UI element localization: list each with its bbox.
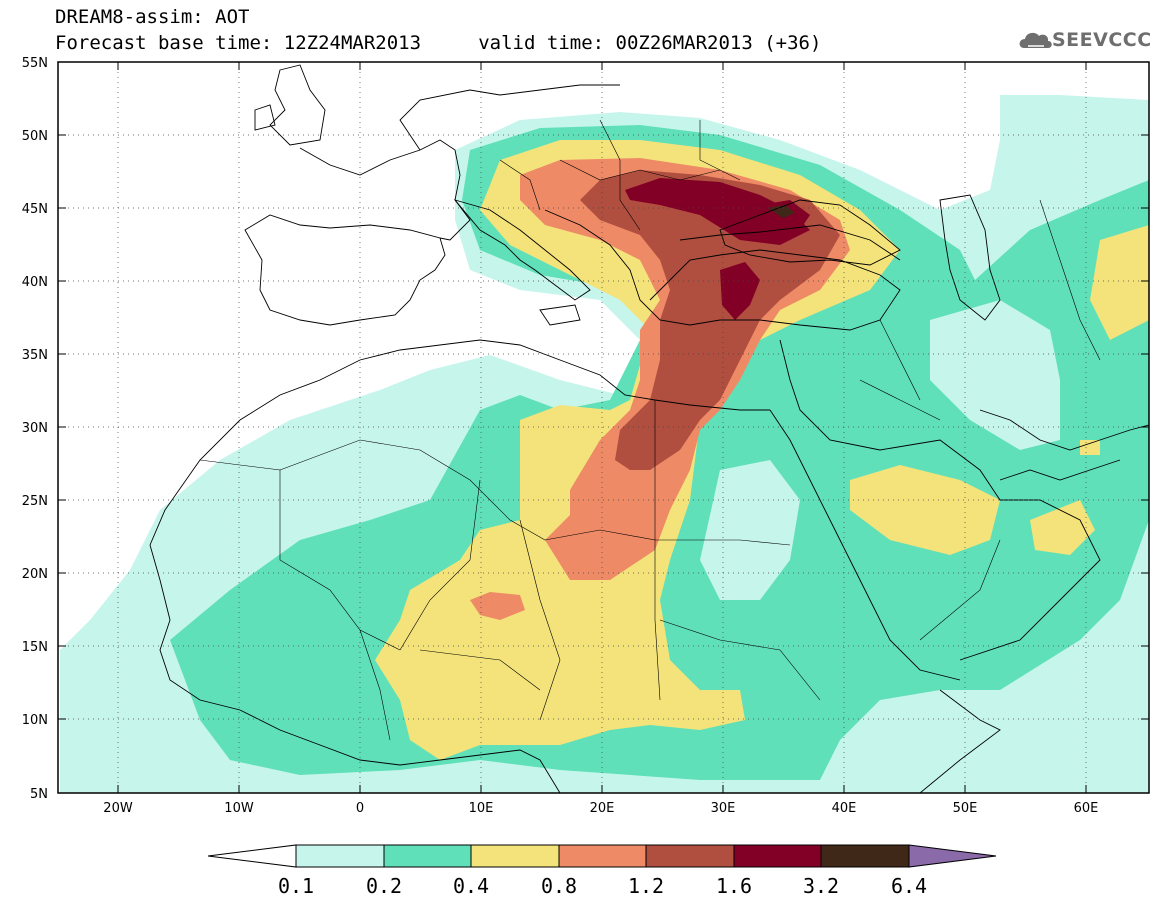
colorbar-label: 6.4	[891, 874, 927, 898]
lat-label: 15N	[22, 640, 48, 655]
aot-contours	[60, 95, 1149, 793]
lat-label: 50N	[22, 129, 48, 144]
lat-label: 25N	[22, 494, 48, 509]
colorbar-label: 0.1	[278, 874, 314, 898]
lat-label: 55N	[22, 56, 48, 71]
logo-text: SEEVCCC	[1052, 29, 1152, 51]
lon-label: 10E	[469, 801, 494, 816]
lon-label: 20E	[590, 801, 615, 816]
lat-labels: 55N 50N 45N 40N 35N 30N 25N 20N 15N 10N …	[22, 56, 48, 802]
coastlines	[149, 64, 1149, 793]
aot-band-1.2	[580, 170, 840, 470]
colorbar-label: 1.6	[716, 874, 752, 898]
lon-labels: 20W 10W 0 10E 20E 30E 40E 50E 60E	[103, 801, 1098, 816]
colorbar-label: 3.2	[803, 874, 839, 898]
colorbar-label: 0.8	[541, 874, 577, 898]
lon-label: 0	[356, 801, 364, 816]
aot-band-0.4	[375, 140, 1149, 760]
lat-label: 35N	[22, 348, 48, 363]
colorbar-segment	[820, 844, 910, 868]
lon-label: 60E	[1074, 801, 1099, 816]
lat-label: 20N	[22, 567, 48, 582]
lon-label: 10W	[224, 801, 254, 816]
lat-label: 10N	[22, 713, 48, 728]
lat-label: 45N	[22, 202, 48, 217]
chart-title: DREAM8-assim: AOT	[55, 6, 250, 28]
colorbar-label: 1.2	[628, 874, 664, 898]
colorbar-segment	[383, 844, 472, 868]
lon-label: 50E	[953, 801, 978, 816]
colorbar-segment	[295, 844, 385, 868]
colorbar-segment	[733, 844, 822, 868]
colorbar-label: 0.4	[453, 874, 489, 898]
colorbar-segment	[470, 844, 560, 868]
colorbar	[207, 844, 997, 868]
borders	[199, 119, 1101, 741]
lat-label: 30N	[22, 421, 48, 436]
colorbar-low-arrow	[207, 844, 297, 868]
colorbar-segment	[558, 844, 647, 868]
tick-marks	[58, 61, 1149, 794]
colorbar-label: 0.2	[366, 874, 402, 898]
colorbar-segment	[645, 844, 735, 868]
lon-label: 40E	[832, 801, 857, 816]
lat-label: 40N	[22, 275, 48, 290]
colorbar-labels: 0.1 0.2 0.4 0.8 1.2 1.6 3.2 6.4	[278, 874, 927, 898]
lat-label: 5N	[30, 787, 48, 802]
lon-label: 20W	[103, 801, 133, 816]
forecast-time-line: Forecast base time: 12Z24MAR2013 valid t…	[55, 32, 822, 54]
lon-label: 30E	[711, 801, 736, 816]
colorbar-high-arrow	[908, 844, 997, 868]
graticule	[58, 62, 1149, 793]
cloud-icon	[1019, 32, 1052, 48]
